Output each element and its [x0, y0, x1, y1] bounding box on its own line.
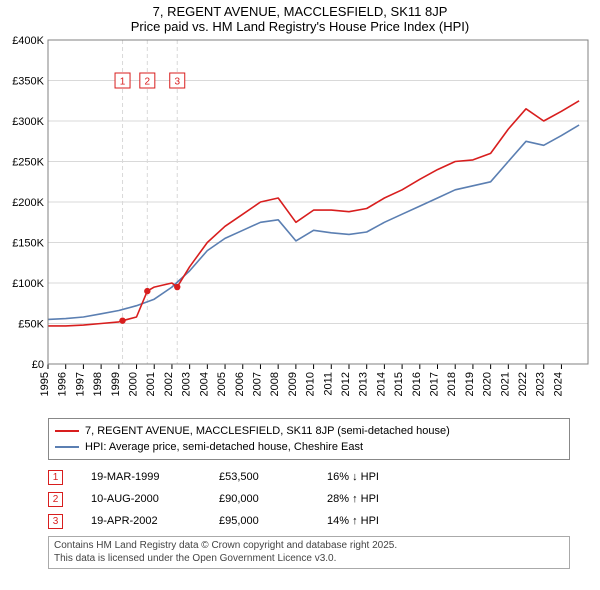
svg-text:£150K: £150K: [12, 238, 44, 250]
svg-text:2006: 2006: [234, 372, 246, 396]
svg-text:£0: £0: [32, 359, 44, 371]
sale-marker-box: 1: [48, 470, 63, 485]
svg-text:1995: 1995: [39, 372, 51, 396]
svg-text:2015: 2015: [393, 372, 405, 396]
line-chart-svg: £0 £50K £100K £150K £200K £250K £300K £350K £400…: [0, 34, 600, 414]
svg-text:2: 2: [145, 77, 151, 88]
sale-row: 2 10-AUG-2000 £90,000 28% ↑ HPI: [48, 488, 570, 510]
svg-text:2018: 2018: [446, 372, 458, 396]
svg-text:2024: 2024: [552, 372, 564, 396]
svg-text:2023: 2023: [535, 372, 547, 396]
svg-text:1997: 1997: [74, 372, 86, 396]
svg-text:2001: 2001: [145, 372, 157, 396]
legend-item: 7, REGENT AVENUE, MACCLESFIELD, SK11 8JP…: [55, 423, 563, 439]
svg-text:2017: 2017: [429, 372, 441, 396]
svg-text:2014: 2014: [375, 372, 387, 396]
svg-text:1999: 1999: [110, 372, 122, 396]
svg-text:2007: 2007: [251, 372, 263, 396]
attribution-box: Contains HM Land Registry data © Crown c…: [48, 536, 570, 569]
attribution-line: This data is licensed under the Open Gov…: [54, 553, 564, 566]
svg-text:2010: 2010: [305, 372, 317, 396]
sale-row: 3 19-APR-2002 £95,000 14% ↑ HPI: [48, 510, 570, 532]
svg-text:2022: 2022: [517, 372, 529, 396]
attribution-line: Contains HM Land Registry data © Crown c…: [54, 540, 564, 553]
svg-text:£50K: £50K: [18, 319, 44, 331]
legend-label: 7, REGENT AVENUE, MACCLESFIELD, SK11 8JP…: [85, 425, 450, 437]
title-subtitle: Price paid vs. HM Land Registry's House …: [0, 19, 600, 34]
svg-text:2004: 2004: [198, 372, 210, 396]
svg-text:2012: 2012: [340, 372, 352, 396]
svg-text:£300K: £300K: [12, 116, 44, 128]
svg-text:2011: 2011: [322, 372, 334, 396]
svg-text:£250K: £250K: [12, 157, 44, 169]
legend: 7, REGENT AVENUE, MACCLESFIELD, SK11 8JP…: [48, 418, 570, 460]
svg-text:2002: 2002: [163, 372, 175, 396]
legend-item: HPI: Average price, semi-detached house,…: [55, 439, 563, 455]
svg-text:1996: 1996: [57, 372, 69, 396]
sale-diff: 14% ↑ HPI: [327, 515, 417, 527]
sale-price: £53,500: [219, 471, 299, 483]
svg-text:2013: 2013: [358, 372, 370, 396]
chart-title-block: 7, REGENT AVENUE, MACCLESFIELD, SK11 8JP…: [0, 0, 600, 34]
sale-date: 19-MAR-1999: [91, 471, 191, 483]
svg-text:2021: 2021: [499, 372, 511, 396]
svg-text:2009: 2009: [287, 372, 299, 396]
legend-swatch: [55, 430, 79, 432]
svg-text:3: 3: [174, 77, 180, 88]
sale-price: £95,000: [219, 515, 299, 527]
legend-label: HPI: Average price, semi-detached house,…: [85, 441, 363, 453]
svg-text:2016: 2016: [411, 372, 423, 396]
svg-text:2005: 2005: [216, 372, 228, 396]
title-address: 7, REGENT AVENUE, MACCLESFIELD, SK11 8JP: [0, 4, 600, 19]
svg-text:2000: 2000: [128, 372, 140, 396]
legend-swatch: [55, 446, 79, 448]
sale-date: 19-APR-2002: [91, 515, 191, 527]
sale-date: 10-AUG-2000: [91, 493, 191, 505]
sale-diff: 28% ↑ HPI: [327, 493, 417, 505]
svg-text:2020: 2020: [482, 372, 494, 396]
svg-text:1: 1: [120, 77, 126, 88]
svg-text:2003: 2003: [181, 372, 193, 396]
svg-text:£400K: £400K: [12, 35, 44, 47]
chart-area: £0 £50K £100K £150K £200K £250K £300K £350K £400…: [0, 34, 600, 414]
sale-marker-box: 3: [48, 514, 63, 529]
sale-price: £90,000: [219, 493, 299, 505]
svg-text:2019: 2019: [464, 372, 476, 396]
svg-text:£100K: £100K: [12, 278, 44, 290]
svg-text:£350K: £350K: [12, 76, 44, 88]
sale-row: 1 19-MAR-1999 £53,500 16% ↓ HPI: [48, 466, 570, 488]
svg-text:£200K: £200K: [12, 197, 44, 209]
svg-text:1998: 1998: [92, 372, 104, 396]
sale-diff: 16% ↓ HPI: [327, 471, 417, 483]
sale-marker-box: 2: [48, 492, 63, 507]
sales-table: 1 19-MAR-1999 £53,500 16% ↓ HPI 2 10-AUG…: [48, 466, 570, 532]
svg-text:2008: 2008: [269, 372, 281, 396]
